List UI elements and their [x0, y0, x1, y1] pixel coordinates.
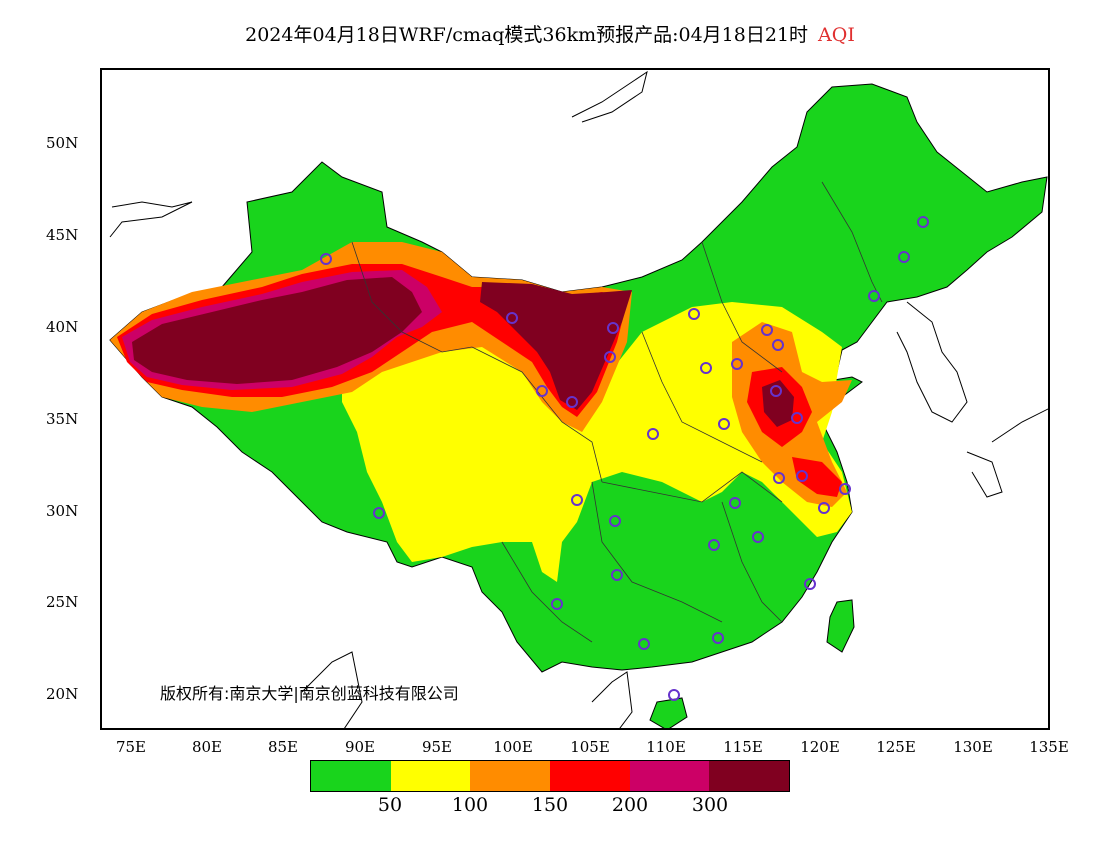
colorbar-swatch-severe — [709, 761, 790, 791]
title-text: 2024年04月18日WRF/cmaq模式36km预报产品:04月18日21时 — [245, 24, 809, 46]
coastline-japan — [966, 408, 1048, 498]
lon-label-115e: 115E — [723, 738, 763, 756]
zone-red-yangtze — [792, 457, 842, 497]
colorbar-label-150: 150 — [531, 794, 569, 816]
colorbar-swatch-heavy — [629, 761, 710, 791]
zone-maroon-east — [762, 380, 794, 427]
lat-label-35n: 35N — [46, 410, 79, 428]
zone-yellow — [342, 302, 852, 582]
lon-label-75e: 75E — [115, 738, 147, 756]
colorbar-label-100: 100 — [451, 794, 489, 816]
title-variable: AQI — [818, 24, 855, 46]
colorbar-label-200: 200 — [611, 794, 649, 816]
colorbar-swatch-light — [470, 761, 551, 791]
colorbar-label-50: 50 — [377, 794, 403, 816]
colorbar-swatch-good — [311, 761, 391, 791]
map-title: 2024年04月18日WRF/cmaq模式36km预报产品:04月18日21时 A… — [0, 20, 1100, 47]
colorbar-label-300: 300 — [691, 794, 729, 816]
lat-label-30n: 30N — [46, 502, 79, 520]
lon-label-125e: 125E — [876, 738, 916, 756]
lat-label-25n: 25N — [46, 593, 79, 611]
aqi-colorbar — [310, 760, 790, 792]
zone-maroon-west — [132, 277, 422, 384]
island-taiwan — [826, 599, 855, 653]
colorbar-swatch-moderate — [390, 761, 471, 791]
aqi-map — [109, 70, 1048, 728]
lon-label-120e: 120E — [800, 738, 840, 756]
lon-label-130e: 130E — [953, 738, 993, 756]
lon-label-110e: 110E — [646, 738, 686, 756]
zone-maroon-north — [480, 282, 632, 410]
coastline-sakhalin — [571, 70, 648, 123]
map-frame — [100, 68, 1050, 730]
lon-label-80e: 80E — [191, 738, 223, 756]
lon-label-90e: 90E — [344, 738, 376, 756]
coastline-west — [109, 201, 193, 238]
lat-label-40n: 40N — [46, 318, 79, 336]
province-borders — [351, 181, 883, 643]
lon-label-100e: 100E — [493, 738, 533, 756]
coastline-korea — [896, 301, 968, 423]
lon-label-85e: 85E — [267, 738, 299, 756]
lat-label-50n: 50N — [46, 134, 79, 152]
lon-label-95e: 95E — [421, 738, 453, 756]
copyright-notice: 版权所有:南京大学|南京创蓝科技有限公司 — [160, 684, 459, 703]
island-hainan — [649, 697, 688, 728]
lon-label-105e: 105E — [570, 738, 610, 756]
colorbar-swatch-medium — [550, 761, 630, 791]
lat-label-20n: 20N — [46, 685, 79, 703]
coastline-south — [301, 651, 633, 728]
station-markers — [320, 216, 929, 701]
lat-label-45n: 45N — [46, 226, 79, 244]
lon-label-135e: 135E — [1029, 738, 1069, 756]
